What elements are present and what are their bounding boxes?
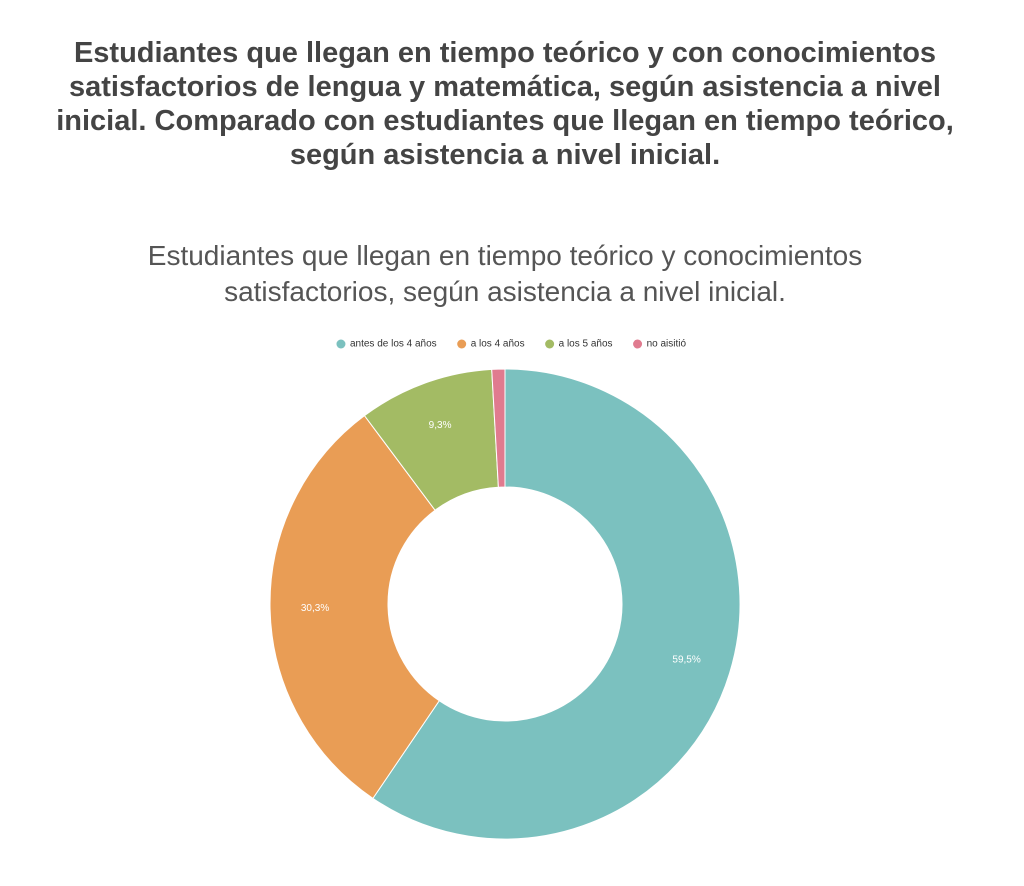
legend-label: no aisitió [647,339,687,350]
legend-marker [336,339,346,349]
chart-title: Estudiantes que llegan en tiempo teórico… [56,37,954,171]
legend-label: antes de los 4 años [350,339,437,350]
value-label: 30,3% [301,603,329,614]
donut-slice [269,414,440,800]
chart-subtitle: Estudiantes que llegan en tiempo teórico… [147,240,863,307]
legend-marker [457,339,467,349]
donut-slice [372,368,741,840]
legend-marker [633,339,643,349]
legend-label: a los 5 años [559,339,613,350]
value-label: 9,3% [429,420,452,431]
legend-label: a los 4 años [471,339,525,350]
legend-marker [545,339,555,349]
value-label: 59,5% [672,655,700,666]
donut-slice [491,368,506,488]
